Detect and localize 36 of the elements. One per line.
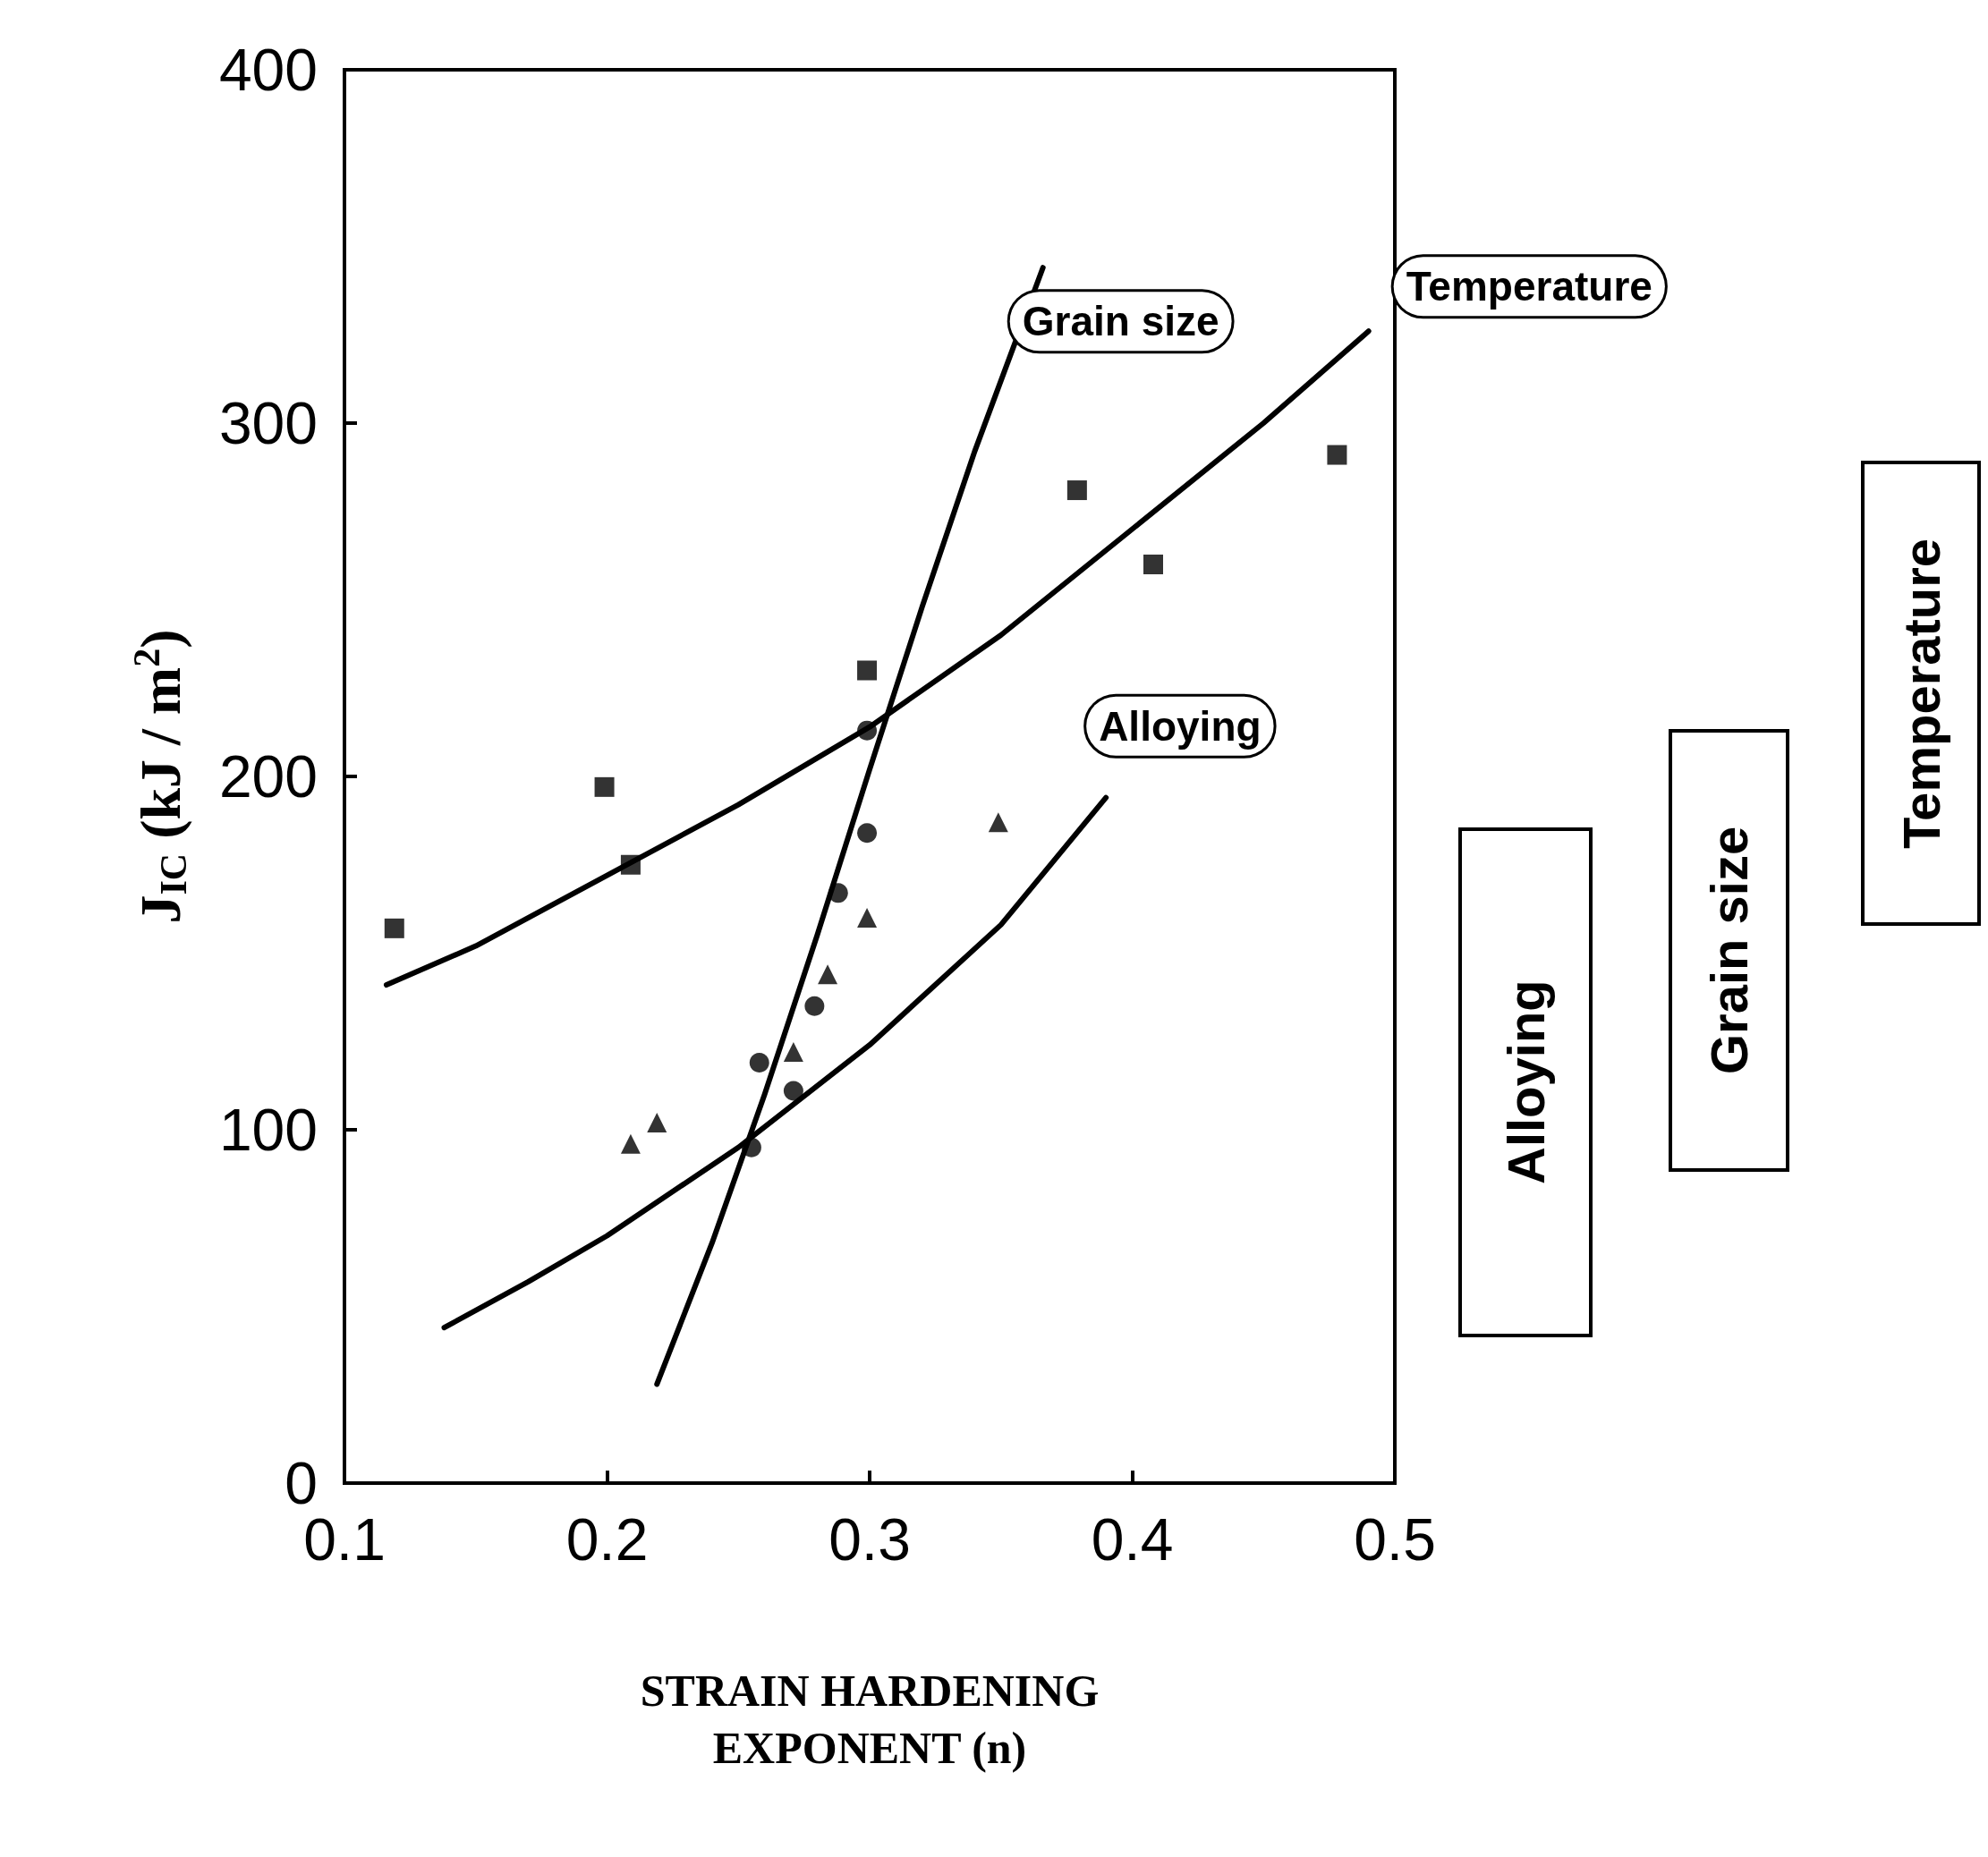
point xyxy=(647,1113,667,1133)
x-tick-label: 0.5 xyxy=(1354,1506,1436,1573)
point xyxy=(1327,445,1347,465)
series-label: Temperature xyxy=(1406,263,1652,310)
point xyxy=(620,1133,641,1154)
point xyxy=(857,823,878,844)
y-tick-label: 200 xyxy=(218,743,318,810)
text: Grain size xyxy=(1669,729,1789,1172)
y-tick-label: 400 xyxy=(218,37,318,103)
x-axis-title: STRAIN HARDENING EXPONENT (n) xyxy=(640,1666,1100,1773)
point xyxy=(857,908,878,928)
point xyxy=(783,1081,803,1101)
point xyxy=(988,812,1008,833)
x-tick-label: 0.4 xyxy=(1091,1506,1174,1573)
point xyxy=(1143,555,1163,574)
x-tick-label: 0.3 xyxy=(828,1506,911,1573)
y-tick-label: 300 xyxy=(218,390,318,456)
point xyxy=(384,918,404,938)
text: Temperature xyxy=(1861,461,1981,926)
point xyxy=(741,1137,761,1157)
point xyxy=(783,1042,803,1063)
point xyxy=(594,776,615,797)
text: Alloying xyxy=(1458,827,1593,1337)
point xyxy=(749,1052,769,1073)
point xyxy=(857,720,878,741)
x-tick-label: 0.2 xyxy=(565,1506,649,1573)
y-tick-label: 100 xyxy=(218,1097,318,1163)
point xyxy=(857,660,878,681)
series-label: Alloying xyxy=(1099,702,1262,750)
point xyxy=(1066,480,1087,501)
point xyxy=(828,883,848,903)
point xyxy=(620,854,641,875)
point xyxy=(818,964,838,985)
point xyxy=(804,996,825,1016)
y-axis-title: JIC (kJ / m2) xyxy=(126,629,194,924)
series-label: Grain size xyxy=(1022,298,1219,345)
